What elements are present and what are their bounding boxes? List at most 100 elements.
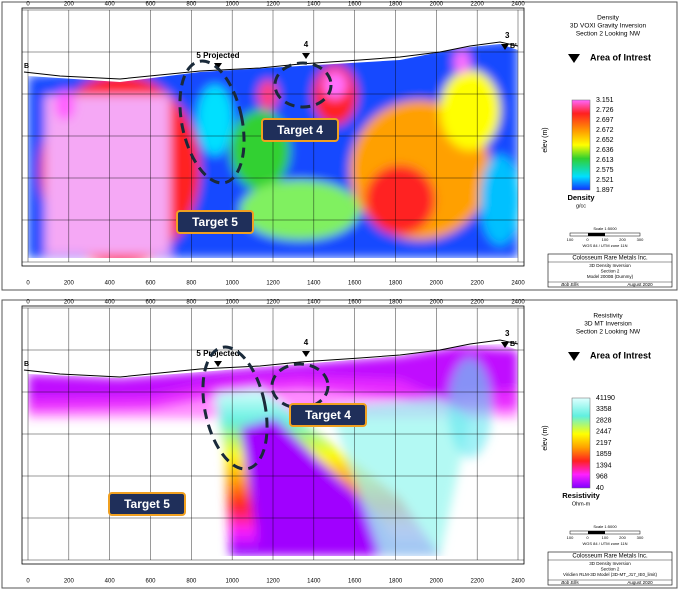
marker-5: 5 Projected: [196, 51, 239, 60]
target-label: Target 4: [277, 123, 323, 137]
x-tick-label: 1200: [266, 300, 280, 306]
color-blob: [240, 180, 360, 240]
plot-frame: [21, 305, 525, 565]
colorbar-label: 2.652: [596, 137, 614, 144]
x-tick-label: 2400: [511, 2, 525, 8]
x-tick-label: 400: [105, 300, 116, 306]
legend-marker: [568, 352, 580, 361]
x-tick-label: 2400: [511, 300, 525, 306]
x-tick-label: 600: [145, 579, 156, 585]
x-tick-label: 800: [186, 2, 197, 8]
colorbar-label: 968: [596, 474, 608, 481]
area-marker: [501, 342, 509, 348]
color-blob: [440, 70, 500, 150]
x-tick-label: 1800: [389, 579, 403, 585]
colorbar-label: 2.613: [596, 157, 614, 164]
scale-projection: WGS 84 / UTM zone 11N: [582, 541, 627, 546]
info-line: Model 2000B (Dummy): [587, 274, 634, 279]
area-marker: [302, 351, 310, 357]
info-line: Viridien RLM-3D Model (3D-MT_J17_IE0_lim…: [563, 572, 657, 577]
info-box: [547, 551, 673, 586]
x-tick-label: 1200: [266, 579, 280, 585]
x-tick-label: 800: [186, 300, 197, 306]
x-tick-label: 1600: [348, 2, 362, 8]
x-tick-label: 400: [105, 2, 116, 8]
colorbar-label: 2447: [596, 429, 612, 436]
target-outline: [273, 61, 333, 109]
area-marker: [302, 53, 310, 59]
info-company: Colosseum Rare Metals Inc.: [572, 256, 648, 262]
x-tick-label: 1400: [307, 281, 321, 287]
legend-text: Area of Intrest: [590, 52, 651, 62]
label-b-prime: B': [510, 341, 517, 348]
plot-frame: [21, 7, 525, 267]
color-blob: [45, 95, 170, 255]
x-tick-label: 1200: [266, 2, 280, 8]
info-author: Bob Ellis: [561, 282, 579, 287]
legend-title: 3D MT Inversion: [584, 321, 632, 328]
colorbar-label: 2197: [596, 440, 612, 447]
area-marker: [214, 63, 222, 69]
legend-title: Section 2 Looking NW: [576, 31, 641, 38]
x-tick-label: 0: [26, 281, 30, 287]
colorbar: [571, 397, 591, 489]
x-tick-label: 600: [145, 281, 156, 287]
scale-tick: 100: [602, 237, 609, 242]
legend-title: Resistivity: [593, 313, 623, 320]
scale-tick: 200: [619, 237, 626, 242]
label-b: B: [24, 63, 29, 70]
colorbar-unit: g/cc: [576, 203, 586, 209]
x-tick-label: 2400: [511, 281, 525, 287]
info-line: 3D Density Inversion: [589, 561, 631, 566]
target-outline: [178, 59, 246, 185]
colorbar-label: 2828: [596, 417, 612, 424]
x-tick-label: 1400: [307, 300, 321, 306]
area-marker: [501, 44, 509, 50]
scale-projection: WGS 84 / UTM zone 11N: [582, 243, 627, 248]
scale-tick: 200: [619, 535, 626, 540]
x-tick-label: 2200: [470, 579, 484, 585]
target-outline: [201, 345, 269, 471]
x-tick-label: 2000: [430, 281, 444, 287]
marker-4: 4: [304, 40, 309, 49]
colorbar-title: Density: [567, 193, 595, 202]
marker-3: 3: [505, 329, 510, 338]
label-b-prime: B': [510, 43, 517, 50]
x-tick-label: 2000: [430, 300, 444, 306]
colorbar-label: 3358: [596, 406, 612, 413]
colorbar-label: 1.897: [596, 187, 614, 194]
scale-tick: 100: [567, 535, 574, 540]
color-blob: [480, 155, 518, 245]
scale-tick: 0: [586, 237, 589, 242]
x-tick-label: 1400: [307, 2, 321, 8]
x-tick-label: 1400: [307, 579, 321, 585]
color-blob: [365, 165, 435, 235]
x-tick-label: 2200: [470, 2, 484, 8]
panel: 0020020040040060060080080010001000120012…: [1, 299, 678, 589]
colorbar-label: 1859: [596, 451, 612, 458]
target-label: Target 4: [305, 408, 351, 422]
legend-title: 3D VOXI Gravity Inversion: [570, 23, 647, 30]
topography: [23, 339, 519, 378]
legend-title: Density: [597, 15, 619, 22]
scale-tick: 300: [637, 535, 644, 540]
legend-text: Area of Intrest: [590, 350, 651, 360]
x-tick-label: 2200: [470, 300, 484, 306]
x-tick-label: 2000: [430, 579, 444, 585]
x-tick-label: 1000: [225, 2, 239, 8]
colorbar: [571, 99, 591, 191]
x-tick-label: 1600: [348, 300, 362, 306]
x-tick-label: 600: [145, 300, 156, 306]
x-tick-label: 1800: [389, 281, 403, 287]
color-blob: [330, 398, 470, 556]
x-tick-label: 400: [105, 579, 116, 585]
info-date: August 2020: [627, 282, 653, 287]
x-tick-label: 1600: [348, 281, 362, 287]
colorbar-unit: Ohm-m: [572, 501, 591, 507]
x-tick-label: 600: [145, 2, 156, 8]
x-tick-label: 800: [186, 281, 197, 287]
legend-title: Section 2 Looking NW: [576, 329, 641, 336]
x-tick-label: 2400: [511, 579, 525, 585]
x-tick-label: 2000: [430, 2, 444, 8]
